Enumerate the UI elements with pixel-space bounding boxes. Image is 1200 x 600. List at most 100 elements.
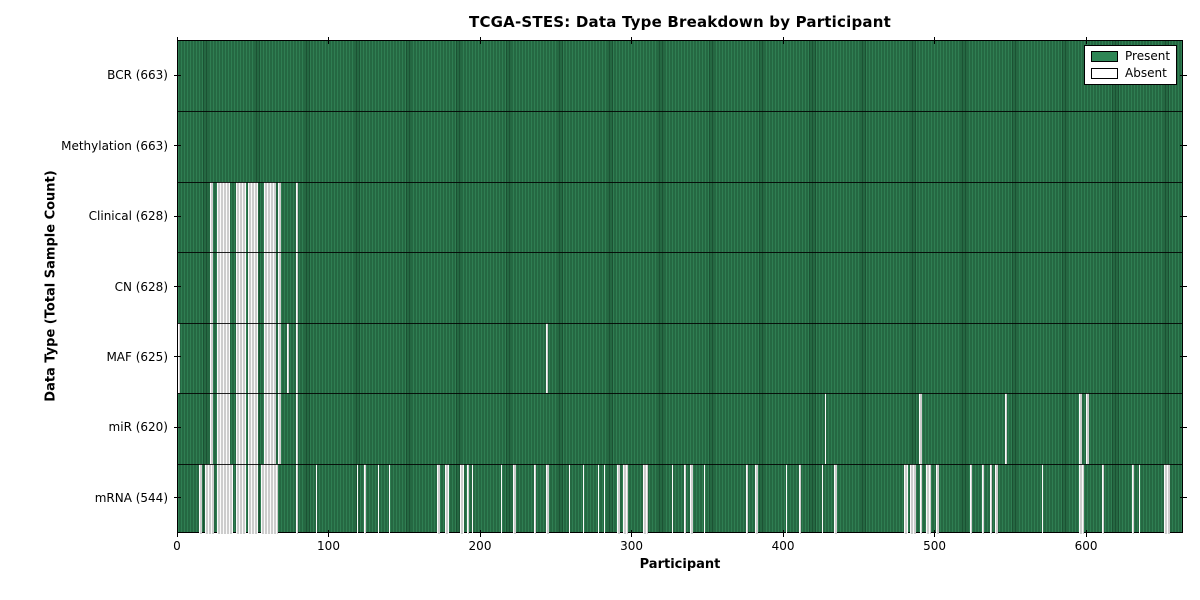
absent-stripe xyxy=(546,322,548,394)
absent-stripe xyxy=(217,322,230,394)
x-tick-mark xyxy=(782,529,784,537)
xtick-label: 400 xyxy=(771,539,795,553)
absent-stripe xyxy=(209,322,213,394)
ytick-label: miR (620) xyxy=(108,420,168,435)
absent-stripe xyxy=(277,393,281,464)
ytick-label: BCR (663) xyxy=(107,68,168,83)
y-tick-mark xyxy=(1179,356,1187,358)
absent-stripe xyxy=(821,463,824,534)
x-axis-label: Participant xyxy=(639,557,721,572)
x-tick-mark xyxy=(782,36,784,44)
x-tick-mark xyxy=(631,529,633,537)
x-tick-mark xyxy=(479,529,481,537)
absent-stripe xyxy=(247,322,259,394)
row-separator xyxy=(178,252,1182,254)
absent-stripe xyxy=(264,322,277,394)
ytick-label: CN (628) xyxy=(114,279,168,294)
y-tick-mark xyxy=(1179,286,1187,287)
xtick-label: 100 xyxy=(317,539,340,553)
absent-stripe xyxy=(1079,393,1083,464)
heatmap-row-miR xyxy=(178,393,1182,464)
x-tick-mark xyxy=(631,36,633,44)
absent-stripe xyxy=(671,463,674,534)
absent-stripe xyxy=(247,463,259,534)
absent-stripe xyxy=(209,181,213,253)
legend-entry-absent: Absent xyxy=(1091,67,1170,80)
y-tick-mark xyxy=(173,215,181,217)
absent-stripe xyxy=(205,463,215,534)
absent-stripe xyxy=(247,393,259,464)
y-tick-mark xyxy=(173,286,181,287)
legend-label-absent: Absent xyxy=(1125,66,1167,80)
xtick-label: 600 xyxy=(1074,539,1098,553)
absent-stripe xyxy=(970,463,972,534)
row-separator xyxy=(178,322,1182,324)
y-tick-mark xyxy=(173,356,181,358)
absent-stripe xyxy=(235,393,247,464)
absent-stripe xyxy=(684,463,686,534)
y-tick-mark xyxy=(173,74,181,76)
xtick-label: 0 xyxy=(173,539,181,553)
absent-stripe xyxy=(199,463,203,534)
absent-stripe xyxy=(1102,463,1104,534)
absent-stripe xyxy=(264,181,277,253)
absent-stripe xyxy=(990,463,992,534)
absent-stripe xyxy=(217,393,230,464)
ytick-label: mRNA (544) xyxy=(94,490,168,505)
absent-stripe xyxy=(437,463,441,534)
absent-stripe xyxy=(623,463,628,534)
absent-stripe xyxy=(690,463,694,534)
absent-stripe xyxy=(296,181,298,253)
absent-stripe xyxy=(500,463,503,534)
absent-stripe xyxy=(755,463,759,534)
absent-stripe xyxy=(471,463,474,534)
absent-stripe xyxy=(217,463,233,534)
absent-stripe xyxy=(603,463,606,534)
heatmap-plot-area xyxy=(177,40,1183,534)
absent-stripe xyxy=(534,463,536,534)
absent-stripe xyxy=(1138,463,1141,534)
absent-stripe xyxy=(444,463,450,534)
x-tick-mark xyxy=(934,529,936,537)
absent-stripe xyxy=(1041,463,1044,534)
absent-stripe xyxy=(568,463,571,534)
absent-stripe xyxy=(277,181,281,253)
absent-stripe xyxy=(247,181,259,253)
y-tick-mark xyxy=(1179,426,1187,428)
absent-stripe xyxy=(235,181,247,253)
absent-stripe xyxy=(926,463,931,534)
absent-stripe xyxy=(356,463,359,534)
xtick-label: 300 xyxy=(620,539,643,553)
absent-stripe xyxy=(799,463,801,534)
heatmap-row-mRNA xyxy=(178,463,1182,534)
absent-stripe xyxy=(209,393,213,464)
absent-stripe xyxy=(785,463,788,534)
present-swatch xyxy=(1091,51,1118,62)
absent-stripe xyxy=(994,463,998,534)
row-separator xyxy=(178,393,1182,395)
absent-stripe xyxy=(1085,393,1089,464)
heatmap-row-Clinical xyxy=(178,181,1182,253)
absent-stripe xyxy=(377,463,380,534)
absent-stripe xyxy=(264,393,277,464)
y-tick-mark xyxy=(1179,145,1187,147)
x-tick-mark xyxy=(176,36,178,44)
absent-stripe xyxy=(315,463,318,534)
absent-stripe xyxy=(247,252,259,323)
xtick-label: 200 xyxy=(468,539,492,553)
row-separator xyxy=(178,463,1182,465)
chart-title: TCGA-STES: Data Type Breakdown by Partic… xyxy=(469,13,891,31)
absent-stripe xyxy=(364,463,366,534)
absent-stripe xyxy=(178,322,180,394)
y-tick-mark xyxy=(1179,74,1187,76)
absent-stripe xyxy=(235,463,247,534)
heatmap-row-BCR xyxy=(178,41,1182,111)
absent-stripe xyxy=(277,252,281,323)
absent-stripe xyxy=(643,463,648,534)
absent-stripe xyxy=(296,393,298,464)
x-tick-mark xyxy=(479,36,481,44)
absent-stripe xyxy=(296,322,298,394)
x-tick-mark xyxy=(1085,529,1087,537)
absent-stripe xyxy=(217,181,230,253)
absent-stripe xyxy=(903,463,909,534)
